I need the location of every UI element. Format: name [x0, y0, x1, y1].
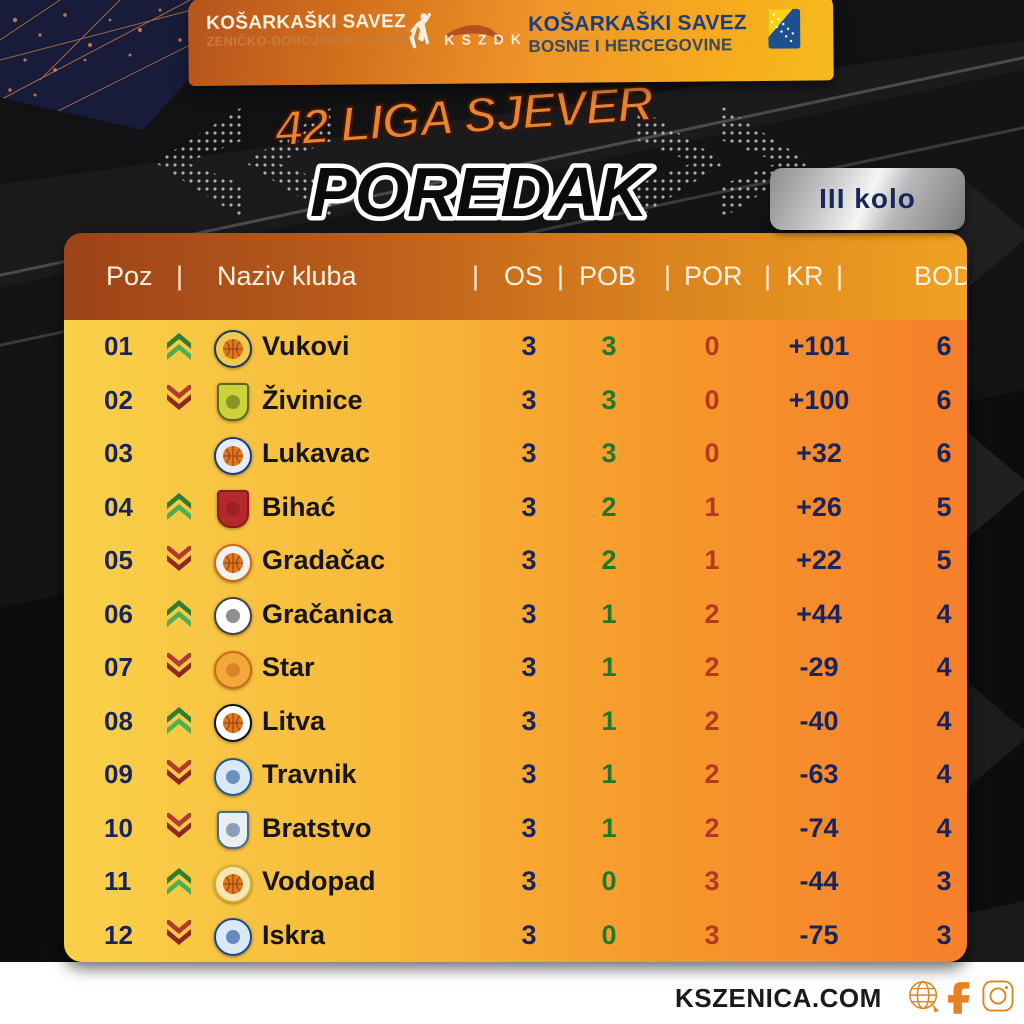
svg-text:POREDAK: POREDAK: [310, 153, 652, 231]
svg-text:42 LIGA SJEVER: 42 LIGA SJEVER: [272, 86, 655, 157]
